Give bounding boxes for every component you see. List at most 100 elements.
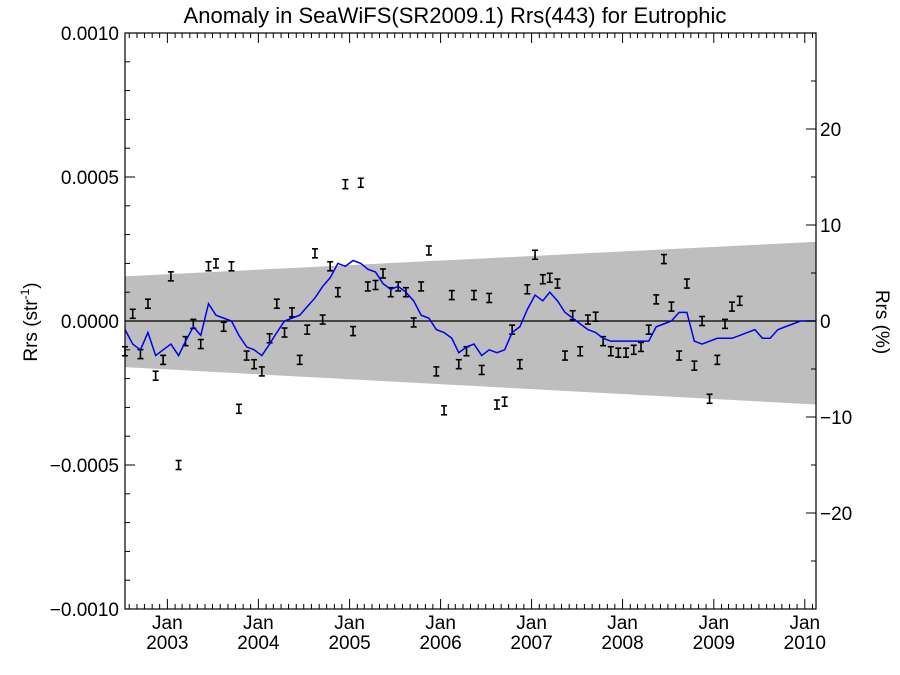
- errorbar-point: [205, 260, 212, 272]
- errorbar-point: [304, 324, 311, 335]
- errorbar-point: [129, 308, 136, 320]
- errorbar-point: [676, 350, 683, 361]
- errorbar-point: [152, 370, 159, 382]
- errorbar-point: [478, 364, 485, 376]
- errorbar-point: [350, 325, 357, 337]
- y-axis-label-main: Rrs (str: [21, 299, 42, 362]
- y-tick-label: 0.0000: [61, 312, 119, 333]
- errorbar-point: [418, 281, 425, 292]
- x-tick-label-month: Jan: [607, 613, 638, 634]
- errorbar-point: [539, 273, 546, 285]
- y-tick-label: 0.0010: [61, 24, 119, 45]
- x-tick-label-month: Jan: [789, 613, 820, 634]
- x-tick-label-year: 2003: [146, 633, 188, 654]
- y-tick-label: −0.0010: [50, 600, 119, 621]
- y2-tick-label: 0: [820, 312, 831, 333]
- errorbar-point: [144, 298, 151, 310]
- errorbar-point: [455, 358, 462, 370]
- errorbar-point: [691, 360, 698, 371]
- uncertainty-envelope: [125, 241, 816, 405]
- errorbar-point: [342, 178, 349, 190]
- y-tick-label: −0.0005: [50, 456, 119, 477]
- errorbar-point: [706, 393, 713, 405]
- errorbar-point: [722, 318, 729, 330]
- x-tick-label-year: 2007: [510, 633, 552, 654]
- errorbar-point: [311, 248, 318, 259]
- errorbar-point: [470, 289, 477, 301]
- errorbar-point: [212, 258, 219, 269]
- errorbar-point: [167, 271, 174, 282]
- x-tick-label-month: Jan: [152, 613, 183, 634]
- errorbar-point: [251, 358, 258, 370]
- errorbar-point: [486, 292, 493, 304]
- y-tick-label: 0.0005: [61, 168, 119, 189]
- x-tick-label-month: Jan: [243, 613, 274, 634]
- errorbar-point: [623, 347, 630, 358]
- errorbar-point: [441, 404, 448, 416]
- errorbar-point: [728, 301, 735, 312]
- errorbar-point: [615, 347, 622, 358]
- errorbar-point: [220, 321, 227, 333]
- errorbar-point: [160, 354, 167, 366]
- errorbar-point: [668, 301, 675, 312]
- errorbar-point: [524, 284, 531, 295]
- errorbar-point: [273, 298, 280, 310]
- errorbar-point: [736, 295, 743, 307]
- errorbar-point: [243, 350, 250, 361]
- errorbar-point: [258, 366, 265, 377]
- plot-area: [122, 177, 816, 471]
- errorbar-point: [425, 245, 432, 256]
- x-tick-label-year: 2006: [419, 633, 461, 654]
- y-axis-label-sup: -1: [18, 288, 32, 299]
- errorbar-point: [197, 338, 204, 350]
- errorbar-point: [554, 278, 561, 289]
- chart-title: Anomaly in SeaWiFS(SR2009.1) Rrs(443) fo…: [184, 3, 727, 28]
- y2-tick-label: 10: [820, 216, 841, 237]
- y-axis-label-right: Rrs (%): [871, 290, 892, 354]
- errorbar-point: [334, 286, 341, 298]
- y2-tick-label: −10: [820, 408, 852, 429]
- errorbar-point: [235, 403, 242, 415]
- errorbar-point: [532, 249, 539, 261]
- y-axis-label-close: ): [21, 282, 42, 288]
- errorbar-point: [645, 324, 652, 335]
- errorbar-point: [638, 341, 645, 353]
- errorbar-point: [228, 260, 235, 272]
- x-tick-label-month: Jan: [334, 613, 365, 634]
- errorbar-point: [592, 311, 599, 322]
- x-tick-label-year: 2010: [784, 633, 826, 654]
- errorbar-point: [683, 278, 690, 289]
- errorbar-point: [380, 268, 387, 279]
- errorbar-point: [516, 358, 523, 370]
- errorbar-point: [607, 345, 614, 357]
- errorbar-point: [660, 253, 667, 265]
- errorbar-point: [319, 314, 326, 325]
- errorbar-point: [584, 314, 591, 325]
- y2-tick-label: −20: [820, 504, 852, 525]
- x-tick-label-year: 2009: [693, 633, 735, 654]
- errorbar-point: [630, 344, 637, 356]
- errorbar-point: [372, 279, 379, 291]
- x-tick-label-month: Jan: [425, 613, 456, 634]
- y2-tick-label: 20: [820, 120, 841, 141]
- errorbar-point: [714, 354, 721, 366]
- x-tick-label-month: Jan: [698, 613, 729, 634]
- errorbar-point: [281, 327, 288, 338]
- errorbar-point: [653, 294, 660, 305]
- errorbar-point: [699, 315, 706, 327]
- errorbar-point: [357, 177, 364, 189]
- errorbar-point: [546, 272, 553, 284]
- x-tick-label-year: 2005: [328, 633, 370, 654]
- errorbar-point: [501, 396, 508, 407]
- errorbar-point: [410, 317, 417, 328]
- x-tick-label-year: 2008: [601, 633, 643, 654]
- errorbar-point: [448, 289, 455, 301]
- y-axis-label-left: Rrs (str-1): [18, 282, 42, 361]
- errorbar-point: [296, 354, 303, 366]
- running-mean-line: [124, 259, 816, 358]
- errorbar-point: [327, 260, 334, 272]
- errorbar-point: [364, 281, 371, 292]
- errorbar-point: [175, 459, 182, 471]
- errorbar-point: [493, 399, 500, 410]
